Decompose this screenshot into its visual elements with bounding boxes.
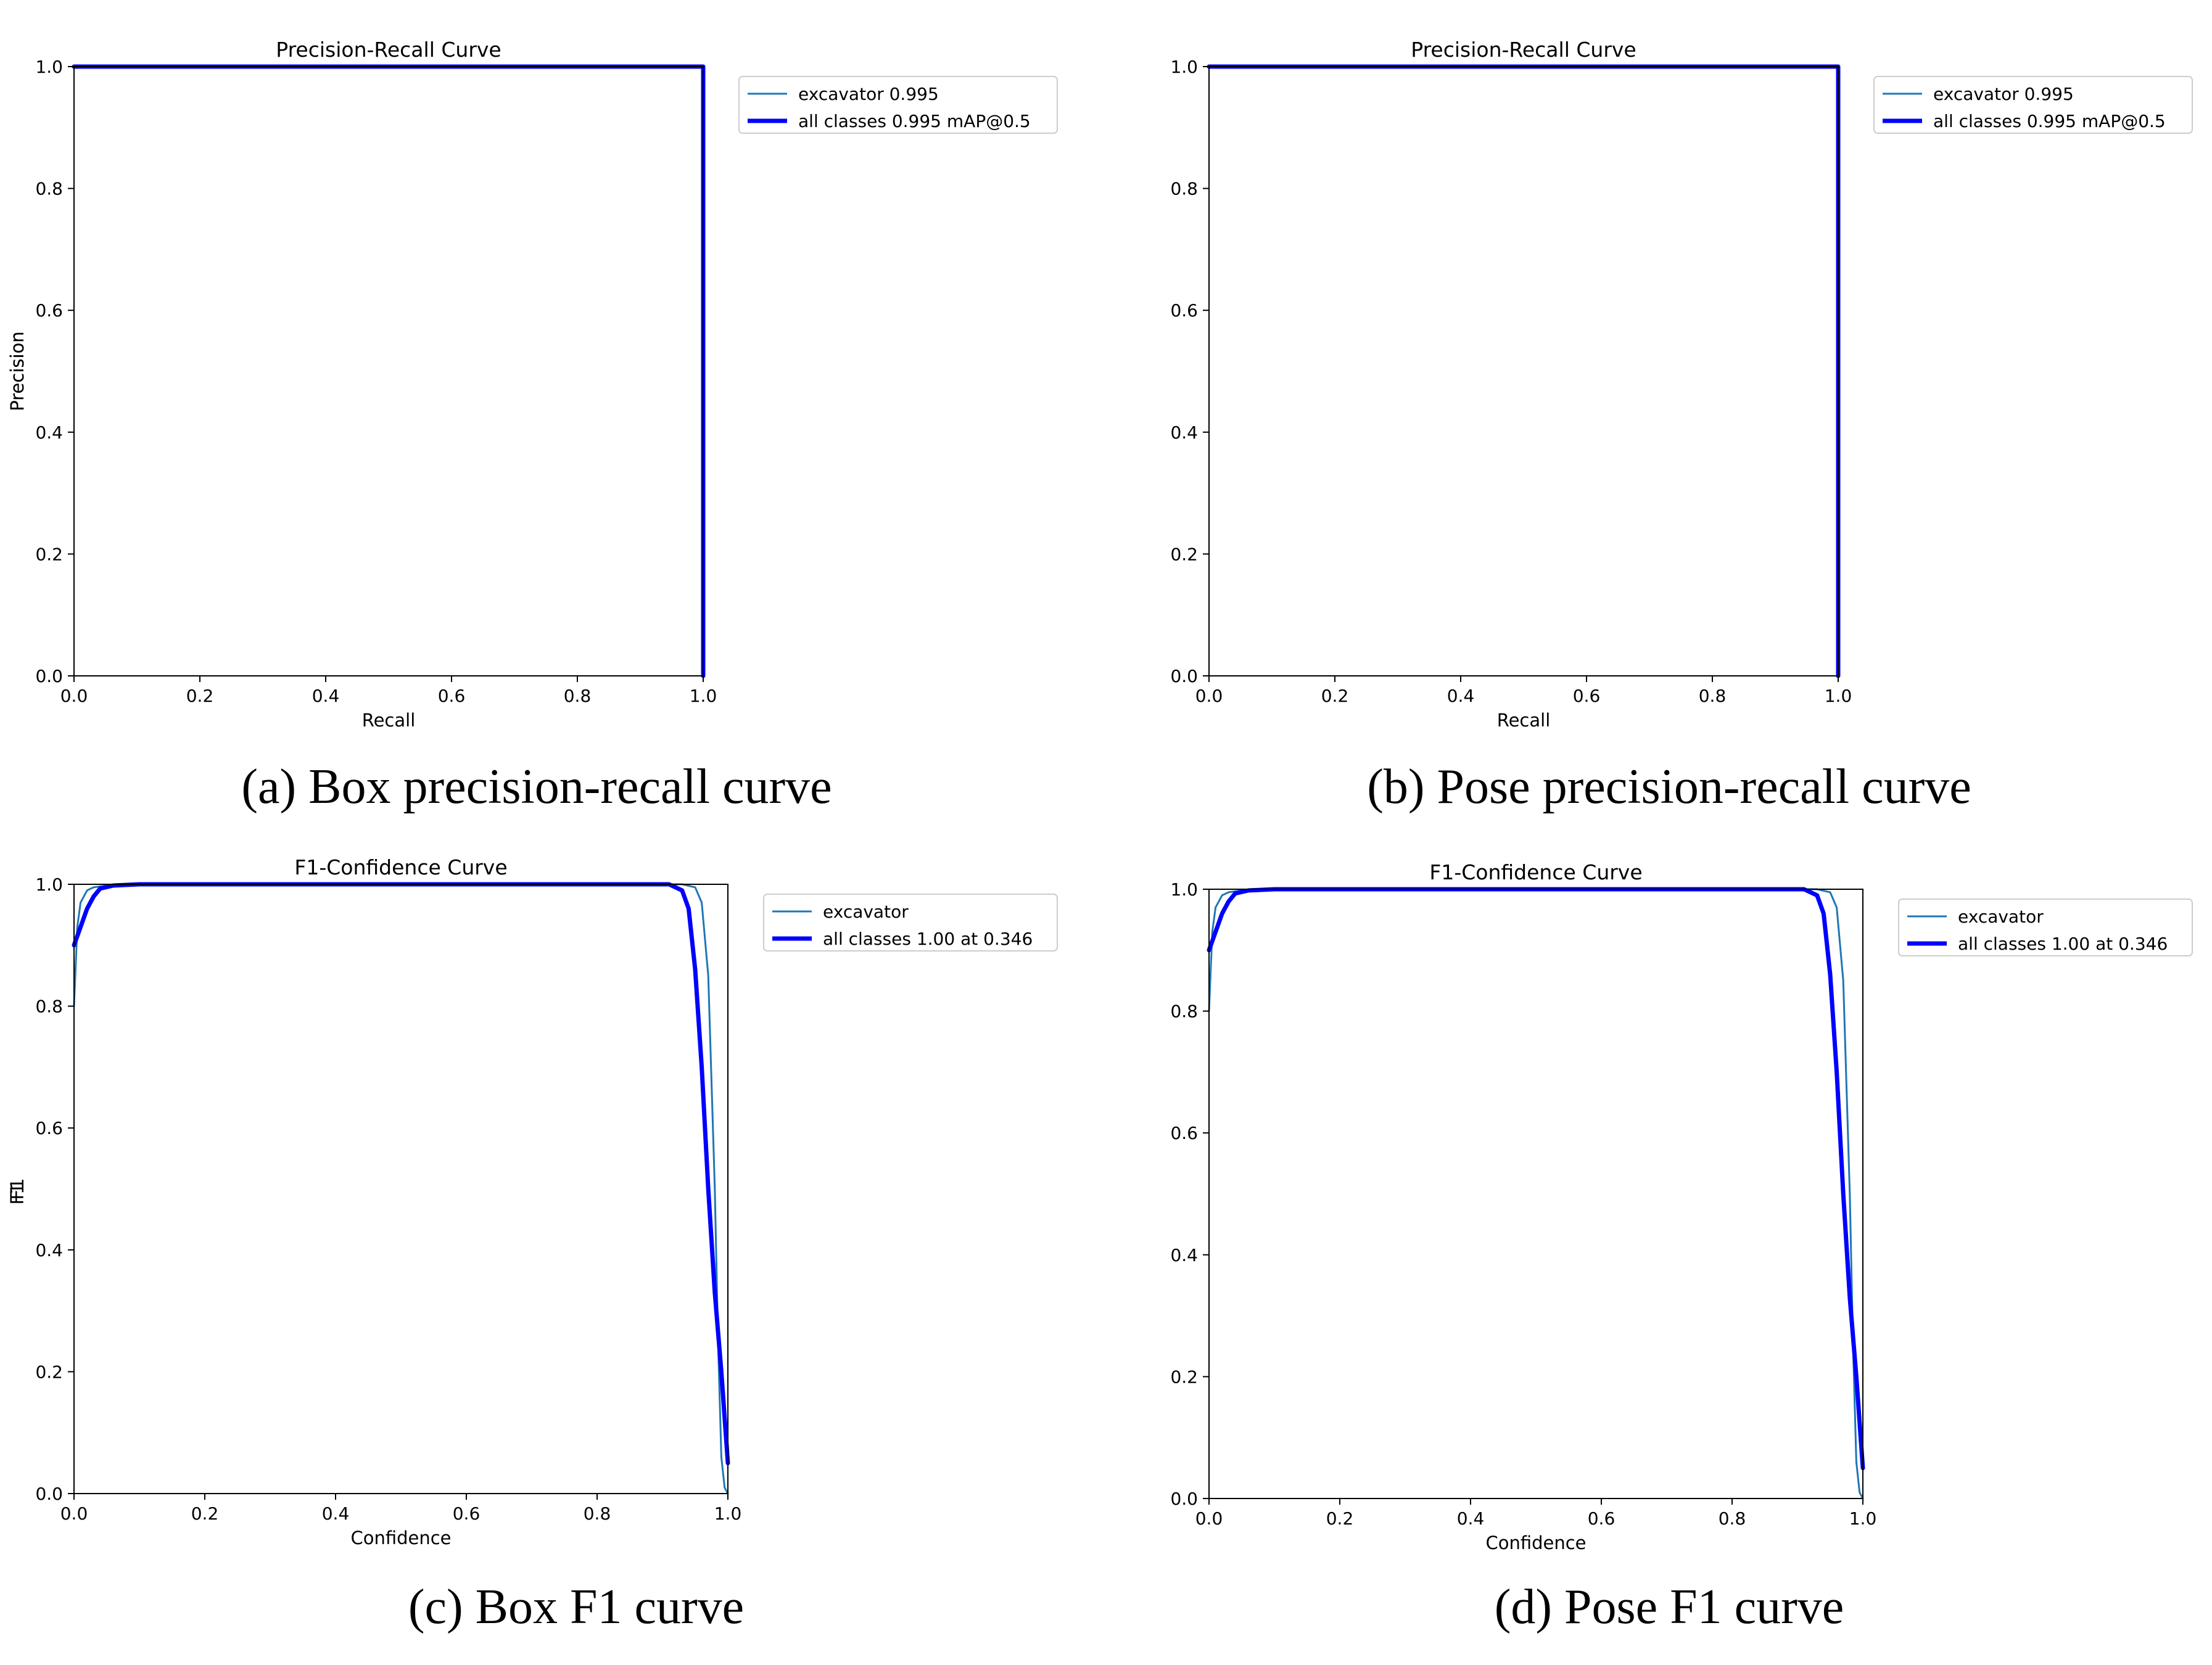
chart-title: Precision-Recall Curve <box>1411 38 1636 62</box>
figure-caption: (d) Pose F1 curve <box>1495 1580 1844 1634</box>
x-axis-label: Recall <box>362 710 416 731</box>
x-tick-label: 0.0 <box>60 686 88 706</box>
x-tick-label: 0.6 <box>438 686 466 706</box>
x-tick-label: 1.0 <box>1849 1508 1877 1529</box>
y-tick-label: 0.0 <box>35 666 63 686</box>
x-tick-label: 0.2 <box>1321 686 1349 706</box>
y-tick-label: 0.8 <box>1170 179 1198 199</box>
x-tick-label: 1.0 <box>690 686 717 706</box>
y-tick-label: 0.8 <box>1170 1001 1198 1022</box>
series-line-2 <box>1207 64 1841 678</box>
x-tick-label: 0.8 <box>584 1503 611 1524</box>
legend-label-2: all classes 1.00 at 0.346 <box>823 929 1033 949</box>
y-axis-label: Precision <box>7 331 28 411</box>
legend-label-1: excavator <box>1958 906 2044 927</box>
figure-caption: (c) Box F1 curve <box>408 1580 744 1634</box>
y-axis-label: F1 <box>7 1178 28 1199</box>
y-tick-label: 0.0 <box>1170 666 1198 686</box>
y-tick-label: 1.0 <box>35 874 63 895</box>
y-tick-label: 1.0 <box>35 57 63 77</box>
legend-box <box>1898 898 2193 956</box>
x-tick-label: 0.2 <box>1326 1508 1354 1529</box>
plot-frame <box>1208 66 1839 676</box>
y-tick-label: 0.2 <box>1170 544 1198 564</box>
x-tick-label: 0.8 <box>564 686 592 706</box>
legend: excavator 0.995 all classes 0.995 mAP@0.5 <box>1873 76 2193 134</box>
y-tick-label: 0.6 <box>35 300 63 321</box>
x-tick-label: 0.6 <box>453 1503 481 1524</box>
legend-box <box>738 76 1058 134</box>
y-tick-label: 0.6 <box>35 1118 63 1138</box>
x-tick-label: 0.6 <box>1588 1508 1616 1529</box>
y-tick-label: 0.8 <box>35 179 63 199</box>
x-axis-label: Confidence <box>350 1527 451 1548</box>
legend-label-1: excavator 0.995 <box>798 84 939 104</box>
x-tick-label: 0.4 <box>322 1503 350 1524</box>
x-tick-label: 0.4 <box>312 686 340 706</box>
series-line-2 <box>72 64 706 678</box>
legend-label-2: all classes 1.00 at 0.346 <box>1958 934 2168 954</box>
figure-caption: (b) Pose precision-recall curve <box>1367 760 1971 814</box>
x-tick-label: 0.4 <box>1447 686 1475 706</box>
y-tick-label: 0.6 <box>1170 300 1198 321</box>
x-axis-label: Recall <box>1497 710 1551 731</box>
x-tick-label: 0.6 <box>1573 686 1601 706</box>
legend-box <box>763 894 1058 952</box>
y-tick-label: 0.6 <box>1170 1123 1198 1143</box>
y-axis-label: Precision <box>7 331 28 411</box>
y-tick-label: 1.0 <box>1170 57 1198 77</box>
legend: excavator all classes 1.00 at 0.346 <box>763 894 1058 952</box>
legend-label-1: excavator 0.995 <box>1933 84 2074 104</box>
y-tick-label: 0.4 <box>1170 422 1198 443</box>
legend-box <box>1873 76 2193 134</box>
x-tick-label: 0.2 <box>186 686 214 706</box>
plot-frame <box>73 884 728 1494</box>
legend-label-1: excavator <box>823 902 909 922</box>
y-tick-label: 0.4 <box>35 422 63 443</box>
y-axis-label: F1 <box>7 1183 28 1204</box>
chart-title: F1-Confidence Curve <box>1429 860 1642 884</box>
chart-title: F1-Confidence Curve <box>294 855 507 879</box>
x-tick-label: 1.0 <box>714 1503 742 1524</box>
x-tick-label: 0.0 <box>60 1503 88 1524</box>
series-line-2 <box>72 882 730 1466</box>
figure-caption: (a) Box precision-recall curve <box>241 760 832 814</box>
x-tick-label: 1.0 <box>1825 686 1852 706</box>
legend-label-2: all classes 0.995 mAP@0.5 <box>798 111 1031 131</box>
y-tick-label: 0.2 <box>35 1362 63 1382</box>
y-tick-label: 0.8 <box>35 997 63 1017</box>
chart-c: F1-Confidence Curve 0.0 0.2 0.4 0.6 0.8 1.0 0.0… <box>7 855 1058 1634</box>
y-tick-label: 0.4 <box>35 1240 63 1260</box>
y-tick-label: 1.0 <box>1170 879 1198 900</box>
y-tick-label: 0.2 <box>1170 1367 1198 1387</box>
series-line-1 <box>73 65 704 677</box>
y-tick-label: 0.4 <box>1170 1245 1198 1265</box>
y-tick-label: 0.2 <box>35 544 63 564</box>
x-tick-label: 0.8 <box>1699 686 1727 706</box>
legend-label-2: all classes 0.995 mAP@0.5 <box>1933 111 2166 131</box>
series-line-1 <box>1208 888 1864 1500</box>
x-tick-label: 0.2 <box>191 1503 219 1524</box>
chart-a: Precision-Recall Curve 0.0 0.2 0.4 0.6 0.8 1.0… <box>7 38 1058 814</box>
x-tick-label: 0.0 <box>1195 1508 1223 1529</box>
series-line-1 <box>73 883 729 1495</box>
chart-title: Precision-Recall Curve <box>276 38 501 62</box>
plot-frame <box>1208 889 1863 1499</box>
x-tick-label: 0.0 <box>1195 686 1223 706</box>
series-line-2 <box>1207 887 1865 1471</box>
chart-b: Precision-Recall Curve 0.0 0.2 0.4 0.6 0.8 1.0… <box>7 38 2193 814</box>
x-tick-label: 0.8 <box>1719 1508 1746 1529</box>
y-tick-label: 0.0 <box>1170 1489 1198 1509</box>
plot-frame <box>73 66 704 676</box>
chart-d: F1-Confidence Curve 0.0 0.2 0.4 0.6 0.8 1.0 0.0… <box>7 860 2193 1634</box>
y-tick-label: 0.0 <box>35 1484 63 1504</box>
x-axis-label: Confidence <box>1485 1532 1586 1553</box>
series-line-1 <box>1208 65 1839 677</box>
legend: excavator 0.995 all classes 0.995 mAP@0.5 <box>738 76 1058 134</box>
legend: excavator all classes 1.00 at 0.346 <box>1898 898 2193 956</box>
x-tick-label: 0.4 <box>1457 1508 1485 1529</box>
